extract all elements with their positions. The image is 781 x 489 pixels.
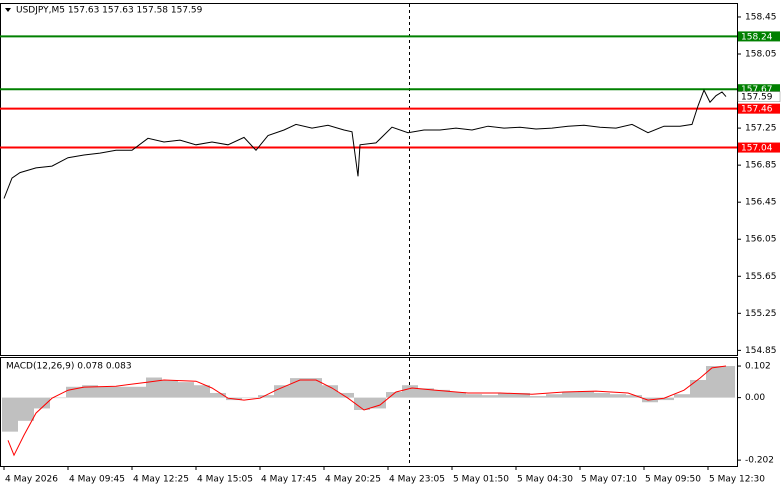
level-tag: [738, 103, 780, 114]
y-tick-label: 157.25: [745, 124, 777, 134]
histogram-bar: [594, 392, 610, 398]
y-tick-label: 0.00: [745, 393, 765, 403]
histogram-bar: [402, 385, 418, 398]
x-tick-label: 4 May 09:45: [69, 475, 125, 485]
histogram-bar: [466, 394, 482, 398]
histogram-bar: [34, 397, 50, 409]
level-label: 157.04: [741, 144, 773, 154]
x-tick-label: 5 May 09:50: [645, 475, 701, 485]
level-label: 157.46: [741, 105, 773, 115]
level-label: 157.67: [741, 85, 773, 95]
x-tick-label: 4 May 20:25: [325, 475, 381, 485]
histogram-bar: [306, 378, 322, 398]
level-label: 158.24: [741, 32, 773, 42]
price-tag: [737, 91, 781, 102]
level-tag: [738, 84, 780, 95]
histogram-bar: [498, 392, 514, 398]
y-tick-label: 156.05: [745, 235, 777, 245]
histogram-bar: [530, 396, 546, 398]
histogram-bar: [338, 392, 354, 398]
histogram-bar: [322, 385, 338, 398]
histogram-bar: [194, 385, 210, 398]
histogram-bar: [610, 394, 626, 398]
histogram-bar: [114, 386, 130, 398]
y-tick-label: 154.85: [745, 346, 777, 356]
y-tick-label: -0.202: [745, 456, 774, 466]
y-tick-label: 158.05: [745, 50, 777, 60]
histogram-bar: [386, 392, 402, 398]
histogram-bar: [146, 377, 162, 398]
histogram-bar: [514, 392, 530, 398]
y-tick-label: 0.102: [745, 362, 771, 372]
histogram-bar: [178, 382, 194, 398]
level-tag: [738, 142, 780, 153]
histogram-bar: [18, 397, 34, 421]
histogram-bar: [258, 395, 274, 398]
histogram-bar: [1, 397, 18, 432]
x-tick-label: 4 May 2026: [5, 475, 58, 485]
level-tag: [738, 31, 780, 42]
histogram-bar: [546, 394, 562, 398]
histogram-bar: [562, 392, 578, 398]
y-tick-label: 155.25: [745, 309, 777, 319]
histogram-bar: [50, 397, 66, 399]
x-tick-label: 4 May 15:05: [197, 475, 253, 485]
x-tick-label: 4 May 23:05: [389, 475, 445, 485]
histogram-bar: [706, 366, 722, 398]
signal-line: [7, 365, 727, 457]
macd-title: MACD(12,26,9) 0.078 0.083: [6, 362, 132, 372]
price-panel: [0, 3, 738, 356]
menu-triangle: [5, 8, 11, 12]
x-tick-label: 5 May 01:50: [453, 475, 509, 485]
histogram-bar: [690, 379, 706, 398]
histogram-bar: [722, 366, 735, 398]
x-tick-label: 5 May 12:30: [709, 475, 765, 485]
histogram-bar: [210, 392, 226, 398]
x-tick-label: 5 May 07:10: [581, 475, 637, 485]
histogram-bar: [418, 388, 434, 398]
histogram-bar: [82, 385, 98, 398]
histogram-bar: [274, 385, 290, 398]
histogram-bar: [626, 395, 642, 398]
macd-panel: [0, 357, 738, 467]
histogram-bar: [354, 397, 370, 410]
y-tick-label: 158.45: [745, 12, 777, 22]
chart-title: USDJPY,M5 157.63 157.63 157.58 157.59: [16, 6, 203, 16]
y-tick-label: 155.65: [745, 272, 777, 282]
x-tick-label: 4 May 17:45: [261, 475, 317, 485]
y-tick-label: 156.85: [745, 161, 777, 171]
histogram-bar: [130, 386, 146, 398]
histogram-bar: [434, 389, 450, 398]
price-line: [3, 88, 727, 199]
histogram-bar: [658, 397, 674, 401]
histogram-bar: [578, 391, 594, 398]
histogram-bar: [370, 397, 386, 409]
price-label: 157.59: [741, 93, 773, 103]
x-tick-label: 5 May 04:30: [517, 475, 573, 485]
histogram-bar: [66, 386, 82, 398]
histogram-bar: [450, 392, 466, 398]
histogram-bar: [674, 394, 690, 398]
histogram-bar: [242, 397, 258, 399]
x-tick-label: 4 May 12:25: [133, 475, 189, 485]
histogram-bar: [482, 395, 498, 398]
y-tick-label: 156.45: [745, 198, 777, 208]
histogram-bar: [98, 386, 114, 398]
histogram-bar: [162, 380, 178, 398]
